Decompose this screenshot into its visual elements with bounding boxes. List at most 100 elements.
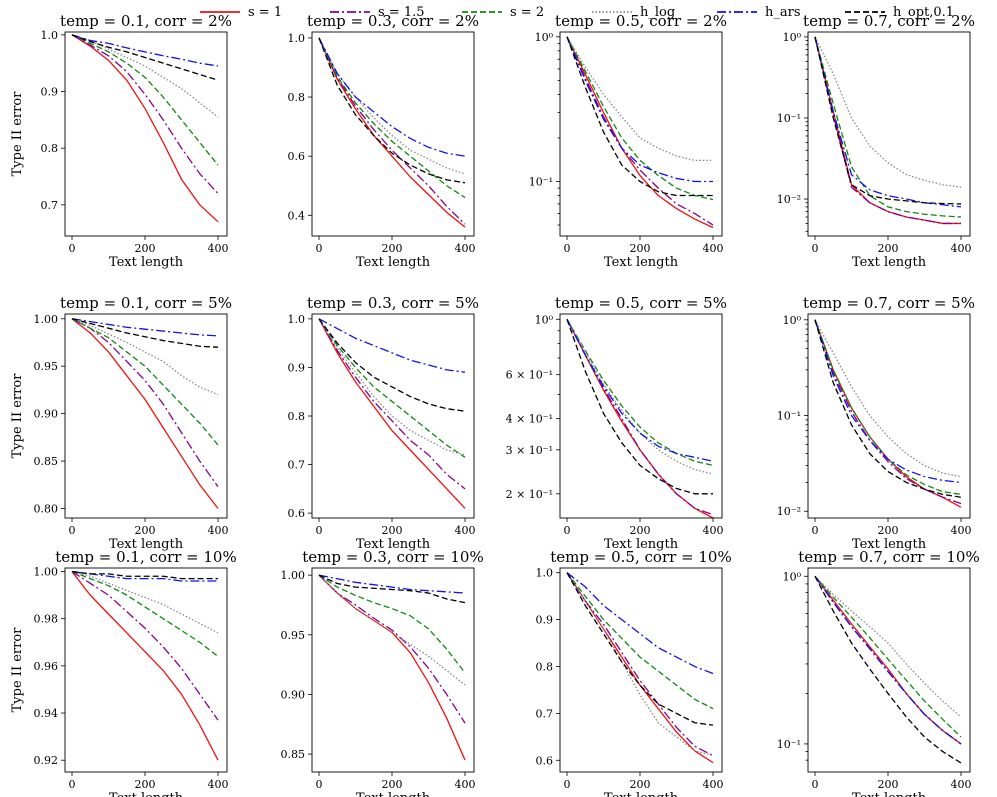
series-line-hars (318, 37, 466, 157)
x-tick-label: 400 (951, 524, 972, 537)
series-line-hopt (566, 36, 713, 197)
plot-frame (807, 31, 971, 237)
y-tick-label: 1.00 (34, 566, 59, 579)
y-tick-label: 0.8 (288, 410, 306, 423)
y-tick-label: 0.6 (288, 507, 306, 520)
y-tick-label: 10⁻¹ (777, 112, 801, 125)
y-tick-label: 0.7 (41, 199, 59, 212)
panel-3: 0 200 400 10⁰ 10⁻¹ 10⁻² temp = 0.7, corr = 2% T… (777, 12, 975, 270)
plot-frame (559, 313, 723, 519)
y-tick-label: 0.8 (536, 660, 554, 673)
series-line-hars (814, 575, 962, 745)
series-line-s15 (566, 318, 714, 516)
legend-entry-hlog: h_log (592, 5, 675, 20)
x-axis-label: Text length (356, 791, 431, 797)
y-tick-label: 0.98 (34, 613, 59, 626)
x-axis-label: Text length (109, 537, 184, 552)
y-tick-label: 0.94 (34, 707, 59, 720)
panel-title: temp = 0.7, corr = 2% (803, 12, 975, 30)
series-line-s15 (71, 570, 219, 721)
x-tick-label: 400 (455, 778, 476, 791)
x-tick-label: 200 (878, 524, 899, 537)
x-tick-label: 200 (135, 242, 156, 255)
panel-title: temp = 0.3, corr = 2% (307, 12, 479, 30)
series-line-s2 (814, 36, 962, 218)
plot-frame (311, 31, 475, 237)
series-line-s1 (71, 318, 219, 509)
x-tick-label: 0 (812, 242, 819, 255)
y-tick-label: 0.8 (41, 142, 59, 155)
series-line-hlog (71, 34, 219, 118)
legend-label-s15: s = 1.5 (378, 5, 425, 20)
legend-label-s1: s = 1 (248, 5, 282, 20)
series-line-s2 (814, 575, 962, 738)
series-line-hlog (566, 318, 714, 475)
series-line-s1 (566, 318, 714, 518)
y-tick-label: 0.9 (41, 86, 59, 99)
plot-frame (807, 567, 971, 773)
x-tick-label: 200 (135, 778, 156, 791)
x-tick-label: 200 (630, 242, 651, 255)
x-tick-label: 0 (69, 524, 76, 537)
panel-11: 0 200 400 10⁰ 10⁻¹ temp = 0.7, corr = 10% Text… (777, 548, 980, 797)
y-tick-label: 0.92 (34, 754, 59, 767)
y-tick-label: 4 × 10⁻¹ (506, 413, 553, 426)
series-line-s1 (814, 319, 962, 508)
x-tick-label: 200 (382, 242, 403, 255)
series-line-hars (566, 36, 713, 183)
series-line-s2 (566, 572, 714, 710)
x-tick-label: 400 (703, 524, 724, 537)
series-line-s2 (318, 37, 466, 199)
x-axis-label: Text length (852, 537, 927, 552)
series-line-hars (566, 572, 714, 675)
series-line-s15 (71, 34, 219, 194)
series-line-hars (814, 36, 962, 208)
series-line-s2 (318, 318, 466, 458)
series-line-s15 (71, 318, 219, 488)
y-tick-label: 0.96 (34, 660, 59, 673)
panel-title: temp = 0.3, corr = 5% (307, 294, 479, 312)
series-line-hlog (318, 37, 466, 175)
series-line-s2 (71, 34, 219, 166)
series-line-hars (566, 318, 714, 462)
legend-entry-hopt: h_opt,0.1 (845, 5, 954, 20)
x-tick-label: 0 (69, 778, 76, 791)
y-tick-label: 6 × 10⁻¹ (506, 369, 553, 382)
x-tick-label: 0 (812, 524, 819, 537)
series-line-hlog (814, 319, 962, 478)
panel-title: temp = 0.1, corr = 2% (60, 12, 232, 30)
x-tick-label: 400 (455, 524, 476, 537)
series-line-hlog (71, 570, 219, 634)
panel-series (814, 36, 962, 225)
series-line-hopt (318, 37, 466, 184)
panel-2: 0 200 400 10⁰ 10⁻¹ temp = 0.5, corr = 2% Text … (529, 12, 727, 270)
x-tick-label: 400 (208, 524, 229, 537)
y-tick-label: 10⁰ (783, 314, 802, 327)
series-line-hars (318, 574, 466, 594)
y-tick-label: 1.0 (41, 29, 59, 42)
series-line-s1 (318, 37, 466, 228)
series-line-s1 (71, 571, 219, 761)
x-tick-label: 400 (455, 242, 476, 255)
x-tick-label: 200 (630, 778, 651, 791)
series-line-hars (318, 318, 466, 373)
x-axis-label: Text length (109, 255, 184, 270)
x-tick-label: 200 (630, 524, 651, 537)
legend-entry-s1: s = 1 (200, 5, 282, 20)
y-tick-label: 0.6 (288, 150, 306, 163)
panel-title: temp = 0.1, corr = 5% (60, 294, 232, 312)
y-tick-label: 10⁰ (783, 570, 802, 583)
y-tick-label: 0.85 (281, 748, 306, 761)
y-tick-label: 0.4 (288, 209, 306, 222)
panel-series (71, 34, 219, 223)
legend-entry-s2: s = 2 (462, 5, 544, 20)
y-tick-label: 2 × 10⁻¹ (506, 488, 553, 501)
panel-title: temp = 0.7, corr = 10% (798, 548, 979, 566)
x-tick-label: 400 (208, 778, 229, 791)
